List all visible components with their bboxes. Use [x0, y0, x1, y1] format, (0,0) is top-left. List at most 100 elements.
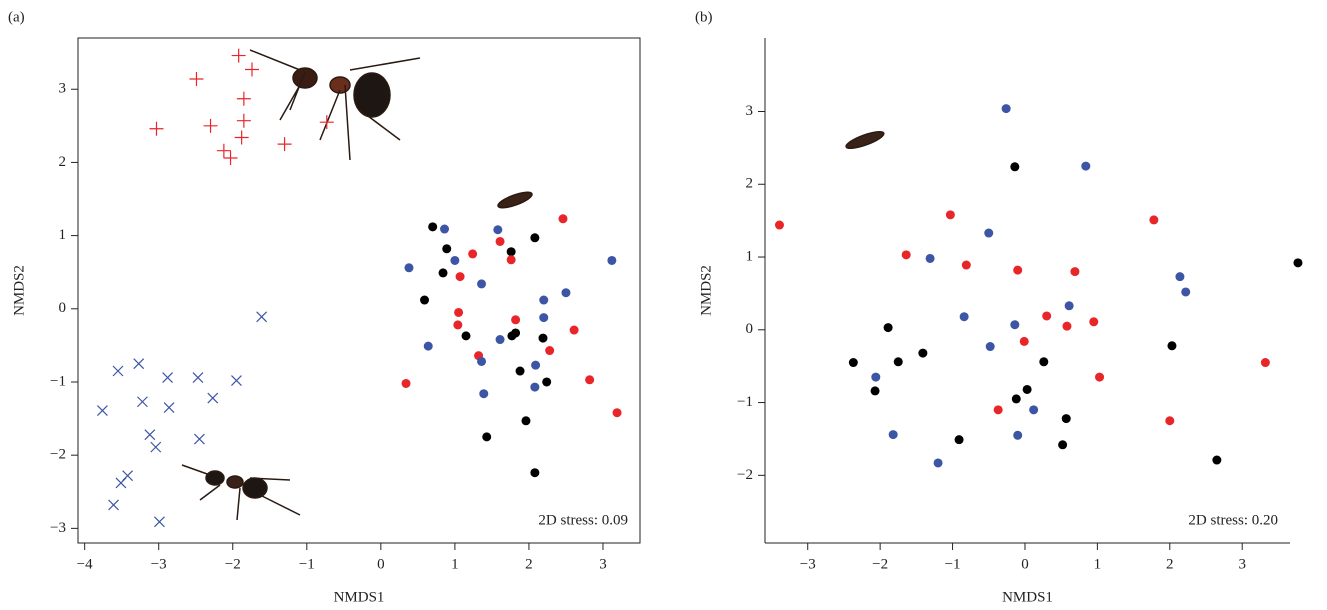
point: [945, 210, 955, 220]
point: [455, 272, 465, 282]
point: [108, 499, 119, 511]
point: [495, 335, 505, 345]
y-tick-label: −2: [50, 447, 66, 463]
stress-annotation: 2D stress: 0.09: [538, 512, 628, 528]
point: [468, 249, 478, 259]
point: [954, 435, 964, 445]
point: [1260, 358, 1270, 368]
point: [189, 71, 204, 86]
y-tick-label: 1: [59, 227, 67, 243]
point: [893, 357, 903, 367]
point: [192, 372, 204, 384]
x-tick-label: −2: [872, 556, 888, 572]
point: [149, 121, 164, 136]
point: [231, 48, 246, 63]
x-tick-label: −2: [225, 556, 241, 572]
point: [477, 356, 487, 366]
point: [918, 348, 928, 358]
y-tick-label: 3: [59, 81, 67, 97]
point: [1013, 430, 1023, 440]
point: [506, 247, 516, 257]
point: [1064, 301, 1074, 311]
point: [993, 405, 1003, 415]
point: [1061, 414, 1071, 424]
x-tick-label: 1: [1094, 556, 1102, 572]
point: [545, 346, 555, 356]
point: [236, 113, 251, 128]
point: [479, 389, 489, 399]
panel-label: (a): [8, 9, 25, 25]
point: [256, 311, 268, 323]
y-tick-label: −1: [737, 394, 753, 410]
point: [461, 331, 471, 341]
point: [482, 432, 492, 442]
x-tick-label: 3: [1238, 556, 1246, 572]
point: [453, 320, 463, 330]
point: [1010, 162, 1020, 172]
point: [531, 360, 541, 370]
point: [423, 341, 433, 351]
x-tick-label: 0: [377, 556, 385, 572]
point: [162, 372, 174, 384]
point: [984, 228, 994, 238]
x-axis-label: NMDS1: [1002, 589, 1053, 605]
point: [450, 255, 460, 265]
point: [1013, 265, 1023, 275]
y-tick-label: 0: [59, 300, 67, 316]
point: [1293, 258, 1303, 268]
x-tick-label: 2: [525, 556, 533, 572]
y-tick-label: −2: [737, 467, 753, 483]
point: [223, 151, 238, 166]
point: [883, 323, 893, 333]
x-tick-label: 2: [1166, 556, 1174, 572]
point: [515, 366, 525, 376]
point: [870, 386, 880, 396]
point: [163, 402, 175, 414]
point: [1149, 215, 1159, 225]
panel-label: (b): [695, 9, 713, 25]
point: [585, 375, 595, 385]
point: [1167, 341, 1177, 351]
point: [506, 255, 516, 265]
point: [133, 358, 145, 370]
point: [1042, 311, 1052, 321]
point: [1089, 317, 1099, 327]
point: [420, 295, 430, 305]
y-tick-label: 3: [746, 103, 754, 119]
point: [558, 214, 568, 224]
point: [203, 118, 218, 133]
point: [521, 416, 531, 426]
point: [569, 325, 579, 335]
point: [442, 244, 452, 254]
point: [612, 408, 622, 418]
point: [154, 516, 165, 528]
point: [277, 137, 292, 152]
point: [888, 430, 898, 440]
point: [477, 279, 487, 289]
x-tick-label: −1: [299, 556, 315, 572]
point: [985, 342, 995, 352]
x-tick-label: 1: [451, 556, 459, 572]
ant-illustration: [181, 49, 885, 521]
point: [454, 307, 464, 317]
point: [495, 236, 505, 246]
point: [1001, 104, 1011, 114]
point: [1212, 455, 1222, 465]
point: [1039, 357, 1049, 367]
point: [961, 260, 971, 270]
point: [428, 222, 438, 232]
y-tick-label: 2: [746, 176, 754, 192]
point: [216, 143, 231, 158]
point: [234, 130, 249, 145]
y-tick-label: −3: [50, 520, 66, 536]
point: [538, 333, 548, 343]
point: [404, 263, 414, 273]
point: [319, 115, 334, 130]
x-tick-label: −4: [77, 556, 93, 572]
point: [1175, 272, 1185, 282]
point: [539, 313, 549, 323]
point: [1165, 416, 1175, 426]
point: [1081, 161, 1091, 171]
point: [542, 377, 552, 387]
